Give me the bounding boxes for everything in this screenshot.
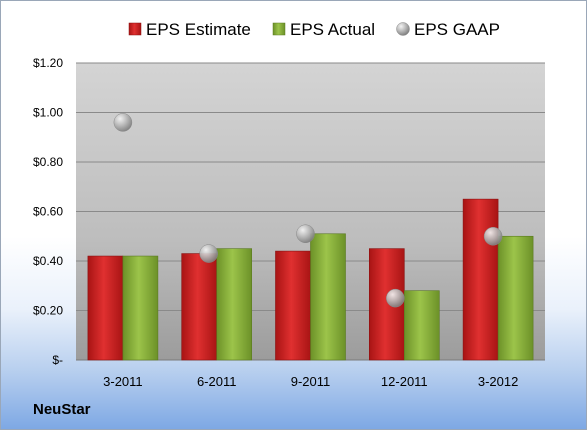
gaap-points [113,113,503,308]
legend-swatch [128,22,142,36]
y-tick-label: $1.20 [33,56,63,70]
gaap-point-6-2011 [199,244,218,263]
actual-bar-3-2011 [122,255,159,361]
x-axis-labels: 3-2011 6-2011 9-2011 12-2011 3-2012 [103,374,518,389]
gaap-point-12-2011 [386,288,405,308]
gaap-point-3-2011 [113,113,133,132]
x-tick-label: 3-2011 [103,374,143,389]
y-tick-label: $0.20 [33,304,63,318]
x-tick-label: 12-2011 [381,374,428,389]
legend-gaap-marker [396,22,410,36]
x-tick-label: 6-2011 [197,374,237,389]
legend-swatch [272,22,286,36]
legend-label: EPS GAAP [414,20,500,39]
legend-label: EPS Actual [290,20,375,39]
y-tick-label: $0.80 [33,155,63,169]
x-tick-label: 3-2012 [478,374,518,389]
gaap-point-9-2011 [296,224,315,244]
bars [87,198,534,361]
legend-label: EPS Estimate [146,20,251,39]
x-tick-label: 9-2011 [291,374,331,389]
y-tick-label: $0.40 [33,254,63,268]
actual-bar-3-2012 [497,235,534,361]
y-tick-label: $0.60 [33,205,63,219]
company-name: NeuStar [33,401,91,418]
estimate-bar-3-2012 [462,198,499,361]
estimate-bar-3-2011 [87,255,124,361]
y-axis-ticks: $- $0.20 $0.40 $0.60 $0.80 $1.00 $1.20 [33,56,63,367]
y-tick-label: $- [52,353,63,367]
estimate-bar-6-2011 [181,253,217,361]
legend: EPS Estimate EPS Actual EPS GAAP [128,20,500,39]
actual-bar-9-2011 [310,233,346,361]
actual-bar-6-2011 [216,248,252,361]
y-tick-label: $1.00 [33,106,63,120]
estimate-bar-9-2011 [275,250,311,361]
gaap-point-3-2012 [483,227,503,246]
actual-bar-12-2011 [403,290,440,361]
